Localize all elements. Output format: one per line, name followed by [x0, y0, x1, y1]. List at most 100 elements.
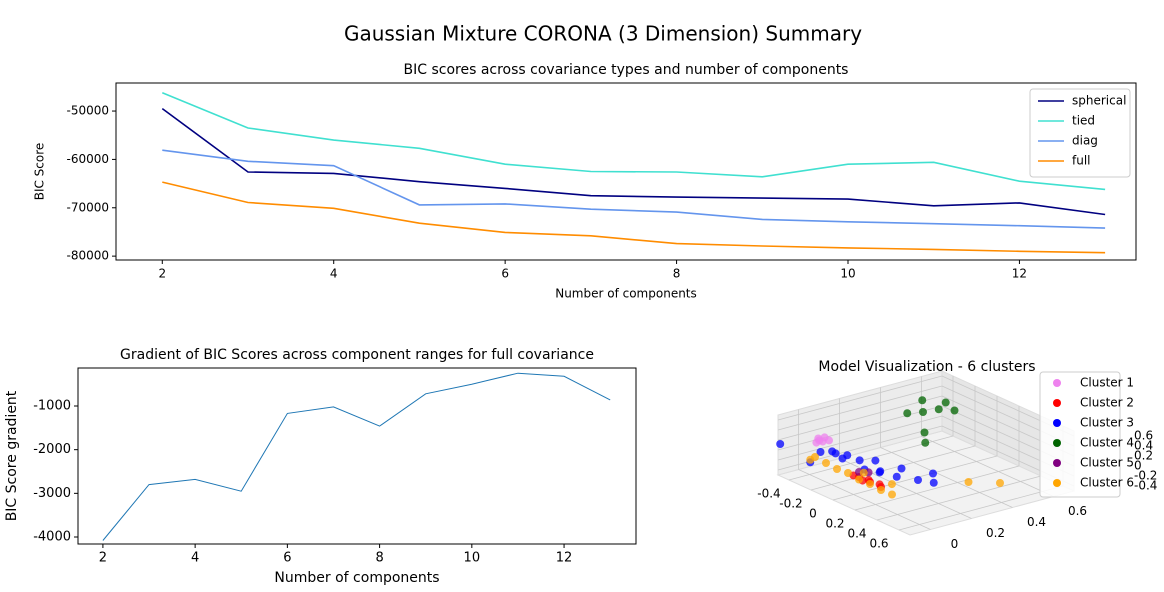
- legend-marker: [1053, 459, 1061, 467]
- legend-label: Cluster 6: [1080, 476, 1134, 490]
- y-tick-label: -60000: [66, 152, 109, 166]
- grid-line: [798, 469, 931, 530]
- legend-label: Cluster 1: [1080, 376, 1134, 390]
- x-tick-label: -0.4: [757, 487, 780, 501]
- point: [833, 465, 841, 473]
- z-tick-label: 0.2: [1134, 449, 1153, 463]
- point: [816, 448, 825, 456]
- point: [806, 455, 815, 464]
- point: [929, 478, 938, 487]
- point: [855, 475, 863, 484]
- point: [844, 469, 852, 477]
- x-tick-label: 2: [158, 267, 166, 281]
- plot-frame: [115, 82, 1137, 261]
- legend-label: Cluster 5: [1080, 456, 1134, 470]
- point: [950, 406, 959, 415]
- legend-label: full: [1072, 154, 1091, 168]
- x-axis-label: Number of components: [555, 287, 697, 301]
- point: [855, 456, 864, 465]
- legend-label: diag: [1072, 134, 1098, 148]
- point: [876, 467, 885, 476]
- point: [892, 472, 901, 481]
- x-tick-label: 12: [1012, 267, 1027, 281]
- point: [859, 468, 868, 477]
- z-tick-label: 0.4: [1134, 439, 1153, 453]
- series-line: [161, 107, 1106, 216]
- point: [918, 396, 927, 405]
- point: [822, 459, 830, 467]
- x-tick-label: 2: [99, 551, 107, 566]
- series-line: [102, 372, 611, 541]
- legend-label: tied: [1072, 114, 1095, 128]
- point: [887, 480, 896, 489]
- point: [996, 479, 1004, 487]
- point: [903, 409, 912, 418]
- point: [920, 428, 929, 437]
- x-tick-label: 0.4: [847, 527, 866, 541]
- y-tick-label: -1000: [33, 398, 71, 413]
- y-tick-label: -50000: [66, 104, 109, 118]
- x-tick-label: 8: [673, 267, 681, 281]
- x-tick-label: 4: [330, 267, 338, 281]
- legend-box: [1029, 88, 1131, 178]
- plot-frame: [77, 367, 637, 545]
- x-tick-label: 0: [809, 507, 817, 521]
- legend-label: Cluster 3: [1080, 416, 1134, 430]
- x-tick-label: -0.2: [779, 497, 802, 511]
- point: [776, 440, 785, 448]
- grid-line: [777, 385, 943, 431]
- point: [914, 476, 922, 484]
- grid-line: [880, 447, 1013, 508]
- series-line: [162, 181, 1106, 254]
- series-line: [161, 91, 1106, 191]
- point: [871, 456, 880, 465]
- point: [964, 478, 973, 486]
- z-tick-label: -0.2: [1134, 469, 1157, 483]
- point: [815, 436, 824, 445]
- grid-line: [777, 375, 943, 421]
- y-tick-label: 0: [951, 537, 959, 551]
- grid-line: [777, 395, 943, 441]
- y-tick-label: -2000: [33, 442, 71, 457]
- grid-line: [876, 475, 1042, 521]
- x-tick-label: 10: [840, 267, 855, 281]
- x-tick-label: 6: [283, 551, 291, 566]
- y-axis-label: BIC Score gradient: [4, 390, 20, 521]
- legend-marker: [1053, 419, 1061, 427]
- grid-line: [854, 465, 1020, 511]
- y-tick-label: -70000: [66, 200, 109, 214]
- point: [921, 438, 930, 447]
- y-tick-label: 0.4: [1027, 515, 1046, 529]
- series-line: [162, 149, 1106, 229]
- legend-label: Cluster 4: [1080, 436, 1134, 450]
- figure-title: Gaussian Mixture CORONA (3 Dimension) Su…: [344, 22, 862, 46]
- y-tick-label: 0.6: [1068, 504, 1087, 518]
- x-tick-label: 10: [464, 551, 481, 566]
- y-tick-label: -4000: [33, 530, 71, 545]
- x-tick-label: 4: [191, 551, 199, 566]
- y-axis-label: BIC Score: [33, 143, 47, 201]
- legend-marker: [1053, 379, 1061, 387]
- x-tick-label: 6: [501, 267, 509, 281]
- y-tick-label: -80000: [66, 249, 109, 263]
- grid-line: [777, 415, 943, 461]
- x-tick-label: 12: [556, 551, 573, 566]
- point: [941, 398, 950, 407]
- x-tick-label: 0.2: [825, 517, 844, 531]
- point: [843, 451, 852, 460]
- grid-line: [810, 445, 976, 491]
- point: [897, 464, 906, 473]
- grid-line: [921, 436, 1054, 497]
- point: [934, 405, 943, 414]
- grid-line: [898, 485, 1064, 531]
- chart-title: Gradient of BIC Scores across component …: [120, 347, 594, 363]
- grid-line: [777, 425, 943, 471]
- x-tick-label: 0.6: [869, 537, 888, 551]
- grid-line: [777, 405, 943, 451]
- point: [828, 447, 837, 456]
- legend-marker: [1053, 399, 1061, 407]
- x-tick-label: 8: [375, 551, 383, 566]
- z-tick-label: 0.6: [1134, 429, 1153, 443]
